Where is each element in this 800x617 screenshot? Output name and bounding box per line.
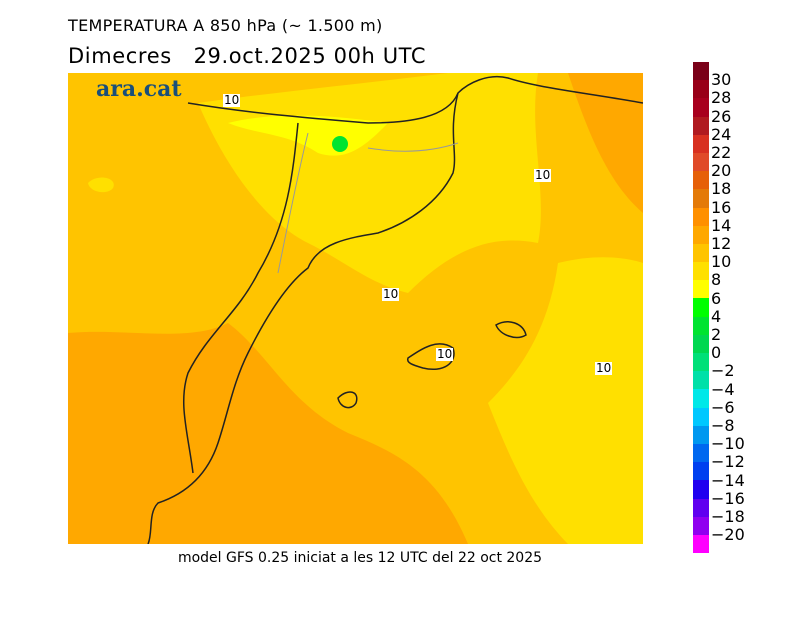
colorbar-segment <box>693 298 709 317</box>
colorbar-label: 12 <box>711 234 732 253</box>
contour-label: 10 <box>534 168 552 182</box>
colorbar-label: −8 <box>711 416 735 435</box>
field-12-14-northeast <box>568 73 643 213</box>
colorbar-segment <box>693 407 709 426</box>
colorbar-segment <box>693 371 709 390</box>
colorbar-segment <box>693 334 709 353</box>
colorbar-label: 8 <box>711 270 722 290</box>
colorbar-segment <box>693 134 709 153</box>
colorbar-label: 4 <box>711 306 722 326</box>
colorbar-segment <box>693 353 709 372</box>
colorbar-label: −20 <box>711 525 745 545</box>
colorbar-label: 26 <box>711 106 732 126</box>
colorbar-label: 0 <box>711 343 722 363</box>
colorbar-label: 30 <box>711 70 732 90</box>
colorbar-segment <box>693 534 709 554</box>
borders <box>277 132 459 274</box>
field-12-14-southwest <box>68 323 468 544</box>
field-4-6 <box>332 136 348 152</box>
colorbar-segment <box>693 62 709 81</box>
colorbar-segment <box>693 443 709 463</box>
contour-label: 10 <box>436 347 454 361</box>
colorbar-segment <box>693 262 709 281</box>
colorbar-segment <box>693 116 709 135</box>
colorbar-label: 28 <box>711 88 732 108</box>
field-6-8 <box>228 115 388 156</box>
colorbar-segment <box>693 462 709 481</box>
field-8-10-west-patch <box>88 177 114 193</box>
colorbar-label: −4 <box>711 379 735 399</box>
ara-cat-logo: ara.cat <box>96 76 182 102</box>
model-footer: model GFS 0.25 iniciat a les 12 UTC del … <box>177 550 543 566</box>
colorbar-label: −6 <box>711 397 735 417</box>
colorbar-segment <box>693 389 709 408</box>
colorbar-label: −12 <box>711 452 745 472</box>
colorbar-label: 18 <box>711 179 732 199</box>
coastlines <box>147 76 643 544</box>
colorbar-label: −18 <box>711 507 745 526</box>
colorbar-segment <box>693 516 709 535</box>
colorbar-segment <box>693 152 709 172</box>
contour-label: 10 <box>595 361 613 375</box>
colorbar-label: −2 <box>711 361 735 381</box>
colorbar-segment <box>693 480 709 499</box>
colorbar <box>693 62 709 554</box>
colorbar-label: −16 <box>711 488 745 508</box>
colorbar-label: 14 <box>711 215 732 235</box>
chart-title: TEMPERATURA A 850 hPa (~ 1.500 m) <box>68 16 383 35</box>
contour-label: 10 <box>382 287 400 301</box>
colorbar-label: 6 <box>711 288 722 308</box>
colorbar-segment <box>693 243 709 263</box>
field-8-10-east <box>488 257 643 544</box>
colorbar-segment <box>693 207 709 226</box>
temperature-map <box>68 73 643 544</box>
colorbar-label: −14 <box>711 470 745 490</box>
colorbar-segment <box>693 98 709 117</box>
colorbar-label: 16 <box>711 197 732 217</box>
colorbar-label: 20 <box>711 161 732 181</box>
colorbar-label: 10 <box>711 252 732 272</box>
colorbar-segment <box>693 280 709 299</box>
colorbar-label: 22 <box>711 143 732 162</box>
colorbar-segment <box>693 80 709 99</box>
colorbar-segment <box>693 189 709 208</box>
colorbar-segment <box>693 316 709 335</box>
colorbar-segment <box>693 171 709 190</box>
colorbar-label: −10 <box>711 434 745 454</box>
contour-label: 10 <box>223 93 241 107</box>
colorbar-segment <box>693 425 709 444</box>
colorbar-segment <box>693 225 709 244</box>
colorbar-label: 2 <box>711 325 722 344</box>
colorbar-segment <box>693 498 709 517</box>
colorbar-label: 24 <box>711 124 732 144</box>
chart-subtitle: Dimecres 29.oct.2025 00h UTC <box>68 44 427 68</box>
